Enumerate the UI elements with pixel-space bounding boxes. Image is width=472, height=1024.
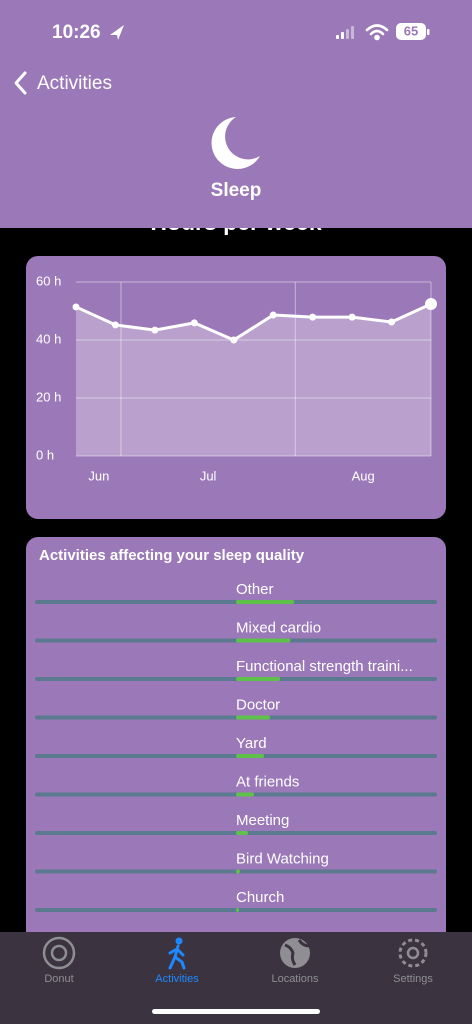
x-tick-label: Jul <box>200 468 217 483</box>
activity-bar <box>236 715 271 720</box>
tab-icon-part <box>398 938 428 968</box>
activity-bar <box>236 831 249 835</box>
home-indicator <box>152 1009 320 1014</box>
location-icon <box>110 25 124 40</box>
activity-bar <box>236 677 281 681</box>
point <box>72 303 80 311</box>
tab-bar: Donut Activities Locations Settings <box>0 932 472 1024</box>
header <box>0 0 472 228</box>
tab-label[interactable]: Locations <box>271 973 319 985</box>
activity-bar <box>236 908 239 912</box>
battery-level: 65 <box>404 23 418 38</box>
activity-bar <box>236 869 241 874</box>
activity-name[interactable]: Functional strength traini... <box>236 658 413 675</box>
activity-name[interactable]: Yard <box>236 735 267 752</box>
activity-name[interactable]: At friends <box>236 773 299 790</box>
point <box>425 298 437 311</box>
point <box>190 319 198 327</box>
x-tick-label: Jun <box>88 468 109 483</box>
chart: 0 h 20 h 40 h 60 h Jun Jul Aug <box>36 273 437 483</box>
back-chevron[interactable] <box>14 71 27 95</box>
point <box>111 321 119 329</box>
activity-name[interactable]: Doctor <box>236 696 280 713</box>
activity-name[interactable]: Bird Watching <box>236 850 329 867</box>
tab-icon-part <box>284 939 310 966</box>
y-tick-label: 20 h <box>36 389 61 404</box>
battery <box>396 23 426 40</box>
tab-icon[interactable] <box>168 937 186 970</box>
point <box>348 313 356 321</box>
tab-icon-part <box>168 944 186 970</box>
moon-icon <box>211 117 260 169</box>
line <box>75 302 432 342</box>
activity-name[interactable]: Church <box>236 889 284 906</box>
point <box>269 311 277 319</box>
activity-bar <box>236 600 295 604</box>
tab-icon-part <box>42 936 76 970</box>
point <box>230 336 238 344</box>
nav-title: Sleep <box>211 180 262 201</box>
y-tick-label: 60 h <box>36 273 61 288</box>
signal-icon <box>336 26 354 39</box>
tab-bar-bg <box>0 932 472 1024</box>
chart-card <box>26 256 446 519</box>
tab-icon-part <box>50 944 68 962</box>
back-button[interactable]: Activities <box>37 73 112 94</box>
y-tick-label: 40 h <box>36 331 61 346</box>
point <box>151 326 159 334</box>
tab-icon[interactable] <box>398 938 428 968</box>
tab-icon[interactable] <box>280 938 310 968</box>
battery-cap <box>427 29 430 35</box>
activity-bar <box>236 638 291 643</box>
activity-name[interactable]: Mixed cardio <box>236 619 321 636</box>
activities-title: Activities affecting your sleep quality <box>39 547 305 564</box>
activity-bar <box>236 792 255 797</box>
tab-label[interactable]: Settings <box>393 973 433 985</box>
activity-name[interactable]: Meeting <box>236 812 289 829</box>
point <box>309 313 317 321</box>
activity-list: Other Mixed cardio Functional strength tra… <box>35 581 437 912</box>
x-tick-label: Aug <box>352 468 375 483</box>
activity-bar <box>236 754 265 758</box>
wifi-icon <box>365 24 389 41</box>
tab-icon-part <box>175 937 183 945</box>
tab-icon[interactable] <box>42 936 76 970</box>
tab-icon-part <box>406 946 420 960</box>
status-time: 10:26 <box>52 22 101 43</box>
tab-label[interactable]: Activities <box>155 973 199 985</box>
area <box>76 304 431 456</box>
y-tick-label: 0 h <box>36 447 54 462</box>
tab-label[interactable]: Donut <box>44 973 73 985</box>
point <box>388 318 396 326</box>
activity-name[interactable]: Other <box>236 581 274 598</box>
